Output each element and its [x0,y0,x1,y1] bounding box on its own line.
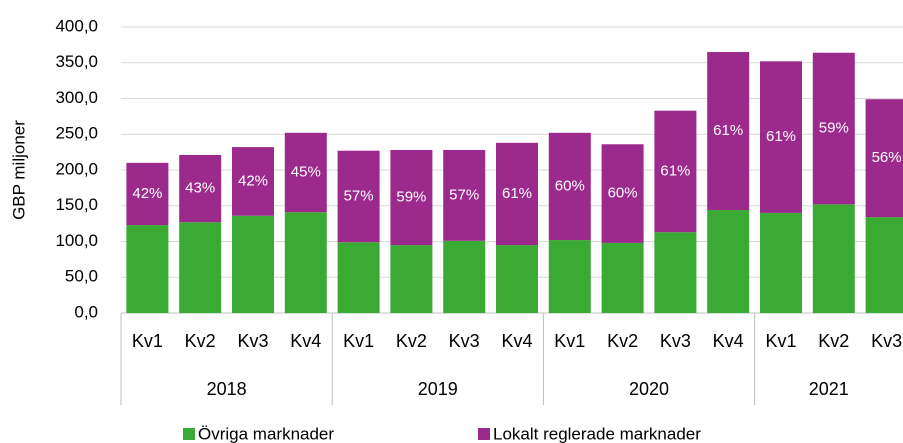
share-label: 56% [872,149,902,166]
bar-segment [760,212,802,313]
bar-segment [126,162,169,226]
bar-segment [126,225,169,313]
bar-segment [654,232,697,313]
y-tick-label: 400,0 [55,16,98,35]
bar-segment [496,142,538,246]
share-label: 60% [608,185,638,202]
share-label: 57% [449,186,479,203]
bar-segment [284,212,327,313]
bar-segment [812,204,855,313]
y-tick-label: 300,0 [55,88,98,107]
x-tick-label: Kv4 [713,331,744,351]
bar-segment [337,242,380,313]
bar-segment [232,147,274,216]
y-tick-label: 250,0 [55,124,98,143]
bar-segment [179,154,222,223]
bar-segment [707,52,750,211]
bar-segment [179,222,222,313]
x-tick-label: Kv2 [818,331,849,351]
share-label: 61% [713,122,743,139]
bar-segment [760,61,802,213]
bar-segment [443,149,486,241]
y-tick-label: 100,0 [55,231,98,250]
legend-label: Lokalt reglerade marknader [493,424,701,443]
bar-segment [390,245,433,313]
bar-segment [654,110,697,233]
share-label: 45% [291,163,321,180]
x-tick-label: Kv1 [554,331,585,351]
group-label: 2020 [629,379,669,399]
x-tick-label: Kv2 [185,331,216,351]
bar-segment [812,52,855,205]
bar-segment [496,245,538,313]
group-label: 2018 [207,379,247,399]
y-tick-label: 150,0 [55,195,98,214]
y-tick-label: 350,0 [55,52,98,71]
bar-segment [601,242,644,313]
share-label: 57% [344,187,374,204]
bar-segment [548,240,591,313]
x-tick-label: Kv4 [501,331,532,351]
bar-segment [390,149,433,246]
group-label: 2019 [418,379,458,399]
bar-segment [232,215,274,313]
x-tick-label: Kv2 [607,331,638,351]
x-tick-label: Kv3 [871,331,902,351]
legend-label: Övriga marknader [198,424,334,443]
x-tick-label: Kv3 [660,331,691,351]
x-tick-label: Kv2 [396,331,427,351]
share-label: 61% [660,162,690,179]
x-tick-label: Kv3 [237,331,268,351]
share-label: 59% [396,188,426,205]
y-tick-label: 0,0 [74,302,98,321]
bar-segment [284,132,327,213]
x-tick-label: Kv3 [449,331,480,351]
share-label: 60% [555,177,585,194]
x-tick-label: Kv1 [132,331,163,351]
bar-segment [548,132,591,241]
share-label: 42% [238,172,268,189]
y-axis-title: GBP miljoner [9,120,28,220]
legend-swatch [478,428,490,440]
share-label: 43% [185,180,215,197]
bar-segment [865,217,903,313]
bar-segment [865,99,903,218]
x-tick-label: Kv1 [765,331,796,351]
y-tick-label: 200,0 [55,159,98,178]
x-tick-label: Kv4 [290,331,321,351]
bar-segment [707,210,750,313]
bar-segment [601,144,644,243]
y-tick-label: 50,0 [65,267,98,286]
legend-swatch [183,428,195,440]
group-label: 2021 [809,379,849,399]
bar-segment [443,240,486,313]
bar-segment [337,150,380,243]
share-label: 61% [766,128,796,145]
x-tick-label: Kv1 [343,331,374,351]
share-label: 61% [502,185,532,202]
share-label: 42% [132,185,162,202]
share-label: 59% [819,119,849,136]
